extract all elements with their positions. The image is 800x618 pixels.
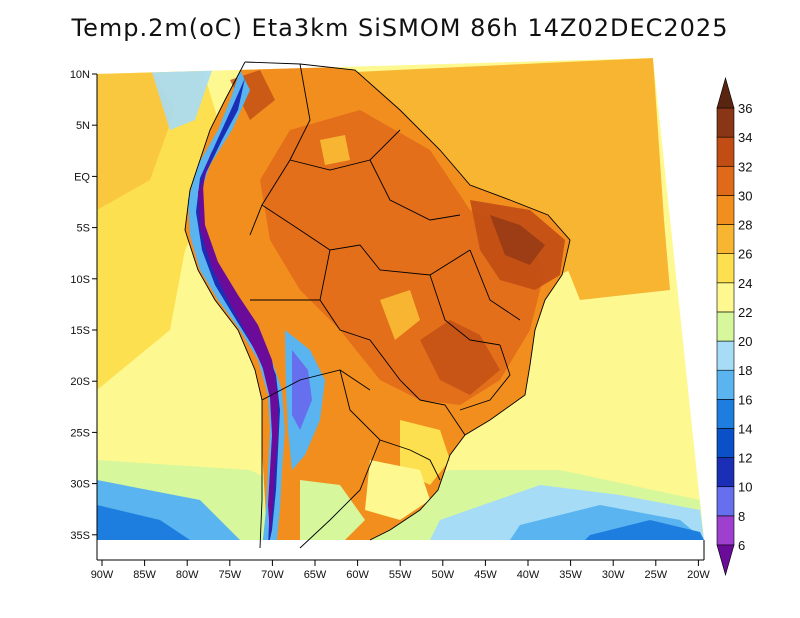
- colorbar-label: 20: [738, 334, 752, 349]
- colorbar-label: 26: [738, 247, 752, 262]
- lon-tick-label: 50W: [431, 569, 454, 581]
- lon-tick-label: 85W: [133, 569, 156, 581]
- lon-tick-label: 70W: [261, 569, 284, 581]
- lon-tick-label: 35W: [559, 569, 582, 581]
- colorbar: 6 8 10 12 14 16 18 20 22 24 26 28 30 32 34 36: [716, 76, 752, 577]
- colorbar-label: 12: [738, 451, 752, 466]
- latitude-axis: 10N 5N EQ 5S 10S 15S 20S 25S 30S 35S: [70, 69, 97, 542]
- colorbar-segment: [716, 515, 735, 546]
- colorbar-segment: [716, 311, 735, 342]
- colorbar-segment: [716, 340, 735, 371]
- colorbar-segment: [716, 486, 735, 517]
- colorbar-label: 16: [738, 392, 752, 407]
- lon-tick-label: 55W: [389, 569, 412, 581]
- colorbar-segment: [716, 165, 735, 196]
- colorbar-segment: [716, 253, 735, 284]
- colorbar-label: 22: [738, 305, 752, 320]
- lat-tick-label: 15S: [70, 325, 90, 337]
- lat-tick-label: 30S: [70, 479, 90, 491]
- lon-tick-label: 75W: [218, 569, 241, 581]
- colorbar-segment: [716, 369, 735, 400]
- lat-tick-label: 10S: [70, 274, 90, 286]
- colorbar-segment: [716, 428, 735, 458]
- colorbar-label: 28: [738, 218, 752, 233]
- lon-tick-label: 90W: [91, 569, 114, 581]
- lon-tick-label: 20W: [687, 569, 710, 581]
- lon-tick-label: 30W: [602, 569, 625, 581]
- colorbar-label: 6: [738, 538, 745, 553]
- colorbar-segment: [716, 136, 735, 167]
- colorbar-label: 10: [738, 480, 752, 495]
- colorbar-label: 30: [738, 188, 752, 203]
- colorbar-label: 8: [738, 509, 745, 524]
- colorbar-label: 36: [738, 101, 752, 116]
- colorbar-label: 34: [738, 130, 752, 145]
- lat-tick-label: 10N: [70, 69, 90, 81]
- lon-tick-label: 25W: [644, 569, 667, 581]
- colorbar-label: 14: [738, 421, 752, 436]
- lon-tick-label: 65W: [304, 569, 327, 581]
- colorbar-segment: [716, 457, 735, 488]
- temperature-field: [97, 58, 704, 540]
- lon-tick-label: 40W: [517, 569, 540, 581]
- colorbar-under-arrow: [716, 544, 735, 577]
- longitude-axis: 90W 85W 80W 75W 70W 65W 60W 55W 50W 45W 40W 35W 30W 2…: [91, 560, 710, 581]
- colorbar-over-arrow: [716, 76, 735, 109]
- colorbar-segment: [716, 224, 735, 254]
- lon-tick-label: 60W: [346, 569, 369, 581]
- lon-tick-label: 45W: [474, 569, 497, 581]
- colorbar-segment: [716, 399, 735, 429]
- lat-tick-label: 20S: [70, 376, 90, 388]
- map-title: Temp.2m(oC) Eta3km SiSMOM 86h 14Z02DEC20…: [71, 14, 729, 42]
- colorbar-segment: [716, 195, 735, 225]
- colorbar-segment: [716, 107, 735, 138]
- lat-tick-label: EQ: [74, 171, 90, 183]
- colorbar-label: 24: [738, 276, 752, 291]
- colorbar-label: 18: [738, 363, 752, 378]
- lat-tick-label: 5S: [77, 223, 90, 235]
- lat-tick-label: 25S: [70, 427, 90, 439]
- colorbar-label: 32: [738, 159, 752, 174]
- lat-tick-label: 5N: [76, 120, 90, 132]
- lat-tick-label: 35S: [70, 530, 90, 542]
- colorbar-segment: [716, 282, 735, 313]
- lon-tick-label: 80W: [176, 569, 199, 581]
- country-borders: [184, 61, 571, 549]
